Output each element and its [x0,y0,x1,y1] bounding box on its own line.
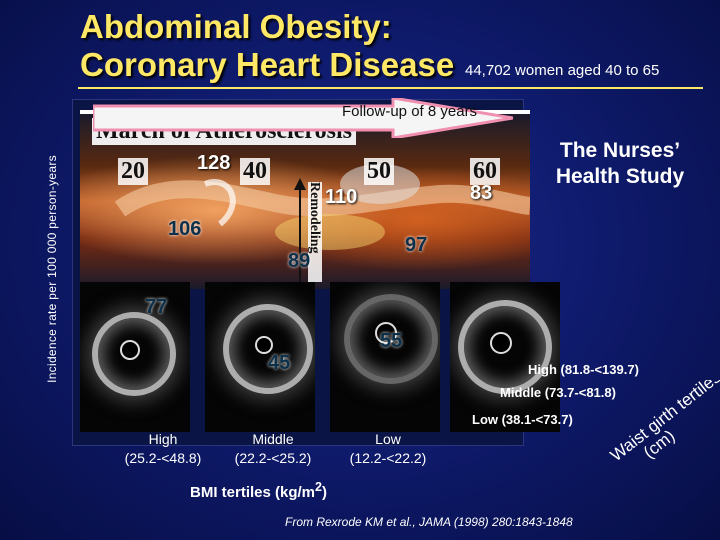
ivus-image-1 [80,282,190,432]
bmi-axis-superscript: 2 [315,480,322,494]
bar-value-55: 55 [380,330,403,352]
study-name-line-2: Health Study [555,165,685,188]
age-label-60: 60 [470,158,500,185]
waist-axis-label: Waist girth tertiles (cm) [607,380,720,460]
bar-value-97: 97 [405,234,428,256]
bar-value-128: 128 [197,152,231,174]
bmi-label-low-name: Low [375,431,401,447]
waist-label-low: Low (38.1-<73.7) [472,412,573,427]
bmi-label-middle-range: (22.2-<25.2) [234,450,312,466]
bmi-axis-close: ) [321,484,327,501]
bmi-label-low: Low (12.2-<22.2) [333,430,443,468]
slide-subtitle: 44,702 women aged 40 to 65 [465,62,660,79]
artery-plaque-shapes [114,164,530,250]
bmi-label-low-range: (12.2-<22.2) [349,450,427,466]
bar-value-106: 106 [168,218,202,240]
followup-arrow [93,98,513,138]
bmi-axis-text: BMI tertiles (kg/m [190,484,316,501]
bmi-label-high-range: (25.2-<48.8) [124,450,202,466]
bmi-label-middle: Middle (22.2-<25.2) [218,430,328,468]
study-name: The Nurses’ Health Study [540,138,700,190]
bmi-axis-label: BMI tertiles (kg/m2) [190,480,327,501]
y-axis-label: Incidence rate per 100 000 person-years [45,155,59,383]
bmi-label-middle-name: Middle [252,431,294,447]
age-label-40: 40 [240,158,270,185]
ivus-image-3 [330,282,440,432]
bar-value-45: 45 [268,352,291,374]
bmi-label-high-name: High [148,431,178,447]
title-divider [78,87,703,89]
bar-value-110: 110 [325,186,358,208]
ivus-image-2 [205,282,315,432]
title-line-1: Abdominal Obesity: [80,8,392,45]
followup-label: Follow-up of 8 years [342,103,478,120]
title-line-2: Coronary Heart Disease [80,46,455,83]
remodeling-arrow [294,178,306,286]
waist-label-middle: Middle (73.7-<81.8) [500,385,616,400]
waist-label-high: High (81.8-<139.7) [528,362,639,377]
bmi-label-high: High (25.2-<48.8) [108,430,218,468]
bar-value-83: 83 [470,182,493,204]
bar-value-77: 77 [145,296,168,318]
bar-value-89: 89 [288,250,311,272]
age-label-20: 20 [118,158,148,185]
age-label-50: 50 [364,158,394,185]
ivus-image-4 [450,282,560,432]
remodeling-label: Remodeling [307,182,322,282]
slide-title: Abdominal Obesity: Coronary Heart Diseas… [80,8,460,84]
source-citation: From Rexrode KM et al., JAMA (1998) 280:… [285,515,573,529]
study-name-line-1: The Nurses’ [559,139,681,162]
